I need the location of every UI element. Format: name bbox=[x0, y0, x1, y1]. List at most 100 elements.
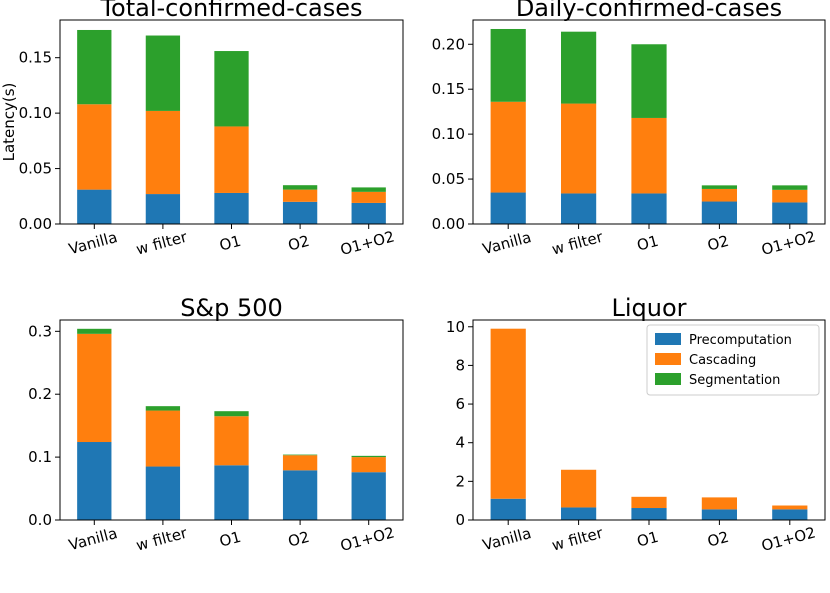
bar-vanilla-cascading bbox=[490, 328, 526, 499]
legend-label-segmentation: Segmentation bbox=[689, 373, 780, 388]
bar-o1-o2-precomputation bbox=[772, 202, 808, 224]
bar-o1-o2-segmentation bbox=[351, 455, 386, 458]
y-tick-label: 0.0 bbox=[28, 511, 52, 529]
chart-title: Total-confirmed-cases bbox=[99, 0, 362, 22]
bar-o1-cascading bbox=[631, 117, 667, 194]
y-tick-label: 0.15 bbox=[19, 49, 52, 67]
bar-o2-cascading bbox=[282, 455, 318, 471]
bar-o2-precomputation bbox=[701, 201, 737, 224]
x-tick-label: O1+O2 bbox=[759, 523, 817, 555]
bar-vanilla-cascading bbox=[77, 104, 112, 190]
bar-w-filter-precomputation bbox=[561, 193, 597, 224]
bar-vanilla-segmentation bbox=[77, 29, 112, 105]
bar-o1-segmentation bbox=[214, 51, 249, 127]
bar-o1-o2-cascading bbox=[351, 457, 386, 473]
y-tick-label: 0.05 bbox=[432, 170, 465, 188]
y-axis-label: Latency(s) bbox=[0, 83, 18, 162]
y-tick-label: 0.00 bbox=[432, 215, 465, 233]
y-tick-label: 0.10 bbox=[432, 125, 465, 143]
legend-swatch-precomputation bbox=[655, 333, 681, 345]
y-tick-label: 2 bbox=[455, 472, 465, 490]
bar-o2-cascading bbox=[701, 188, 737, 202]
x-tick-label: w filter bbox=[134, 228, 190, 259]
bar-w-filter-cascading bbox=[145, 410, 181, 467]
bar-vanilla-cascading bbox=[77, 333, 112, 443]
bar-o1-cascading bbox=[214, 416, 249, 466]
bar-w-filter-precomputation bbox=[561, 507, 597, 520]
bar-w-filter-segmentation bbox=[145, 35, 181, 111]
chart-panel-2: Vanilla w filter O1 O2 O1+O2 0.00 0.05 0.10 0.15… bbox=[432, 0, 826, 259]
bar-vanilla-segmentation bbox=[490, 28, 526, 102]
legend-swatch-cascading bbox=[655, 353, 681, 365]
bar-vanilla-precomputation bbox=[490, 192, 526, 224]
chart-title: Liquor bbox=[611, 294, 686, 322]
y-tick-label: 10 bbox=[446, 318, 465, 336]
plot-frame bbox=[59, 319, 404, 521]
legend-label-precomputation: Precomputation bbox=[689, 333, 792, 348]
x-tick-label: O1 bbox=[635, 232, 660, 255]
bar-w-filter-segmentation bbox=[561, 31, 597, 104]
x-tick-label: O1 bbox=[218, 232, 243, 255]
y-tick-label: 0.15 bbox=[432, 80, 465, 98]
x-tick-label: O2 bbox=[286, 528, 311, 551]
bar-o2-precomputation bbox=[282, 470, 318, 520]
y-tick-label: 0 bbox=[455, 511, 465, 529]
x-tick-label: O2 bbox=[705, 528, 730, 551]
y-tick-label: 0.00 bbox=[19, 215, 52, 233]
x-tick-label: Vanilla bbox=[67, 524, 119, 554]
bar-o2-cascading bbox=[701, 497, 737, 510]
bar-o2-segmentation bbox=[282, 185, 318, 190]
x-tick-label: Vanilla bbox=[481, 228, 533, 258]
bar-o1-precomputation bbox=[631, 193, 667, 224]
chart-panel-1: Vanilla w filter O1 O2 O1+O2 0.00 0.05 0.10 0.15… bbox=[0, 0, 404, 259]
y-tick-label: 0.3 bbox=[28, 322, 52, 340]
x-tick-label: O2 bbox=[286, 232, 311, 255]
y-tick-label: 0.2 bbox=[28, 385, 52, 403]
bar-vanilla-segmentation bbox=[77, 328, 112, 334]
x-tick-label: O2 bbox=[705, 232, 730, 255]
chart-title: Daily-confirmed-cases bbox=[516, 0, 782, 22]
bar-o2-cascading bbox=[282, 189, 318, 202]
bar-o1-o2-segmentation bbox=[772, 185, 808, 190]
bar-o1-o2-precomputation bbox=[351, 202, 386, 224]
chart-panel-3: Vanilla w filter O1 O2 O1+O2 0.0 0.1 0.2 0.3 S&p … bbox=[28, 294, 404, 555]
y-tick-label: 0.05 bbox=[19, 160, 52, 178]
bar-vanilla-precomputation bbox=[490, 498, 526, 520]
bar-o1-precomputation bbox=[631, 508, 667, 520]
x-tick-label: O1+O2 bbox=[338, 523, 396, 555]
chart-panel-4: Vanilla w filter O1 O2 O1+O2 0 2 4 6 8 10 LiquorPre… bbox=[446, 294, 826, 555]
legend-label-cascading: Cascading bbox=[689, 353, 756, 368]
y-tick-label: 4 bbox=[455, 434, 465, 452]
bar-w-filter-cascading bbox=[561, 103, 597, 194]
chart-title: S&p 500 bbox=[180, 294, 283, 322]
y-tick-label: 0.1 bbox=[28, 448, 52, 466]
x-tick-label: w filter bbox=[550, 228, 606, 259]
legend: Precomputation Cascading Segmentation bbox=[646, 324, 820, 396]
bar-o1-cascading bbox=[214, 126, 249, 193]
bar-vanilla-precomputation bbox=[77, 189, 112, 224]
legend-swatch-segmentation bbox=[655, 373, 681, 385]
bar-o1-o2-precomputation bbox=[351, 472, 386, 520]
bar-o1-segmentation bbox=[214, 411, 249, 417]
plot-frame bbox=[472, 19, 826, 225]
x-tick-label: Vanilla bbox=[67, 228, 119, 258]
plot-frame bbox=[472, 319, 826, 521]
x-tick-label: Vanilla bbox=[481, 524, 533, 554]
bar-o1-o2-cascading bbox=[772, 505, 808, 510]
bar-vanilla-cascading bbox=[490, 101, 526, 193]
bar-o1-o2-segmentation bbox=[351, 187, 386, 192]
bar-vanilla-precomputation bbox=[77, 442, 112, 520]
bar-w-filter-cascading bbox=[145, 110, 181, 195]
bar-o2-segmentation bbox=[701, 185, 737, 189]
bar-w-filter-cascading bbox=[561, 469, 597, 508]
bar-o2-precomputation bbox=[282, 201, 318, 224]
plot-frame bbox=[59, 19, 404, 225]
bar-w-filter-segmentation bbox=[145, 406, 181, 411]
y-tick-label: 0.20 bbox=[432, 35, 465, 53]
bar-o1-segmentation bbox=[631, 44, 667, 118]
x-tick-label: O1 bbox=[635, 528, 660, 551]
x-tick-label: O1 bbox=[218, 528, 243, 551]
bar-o1-o2-cascading bbox=[351, 191, 386, 203]
bar-o2-precomputation bbox=[701, 509, 737, 520]
